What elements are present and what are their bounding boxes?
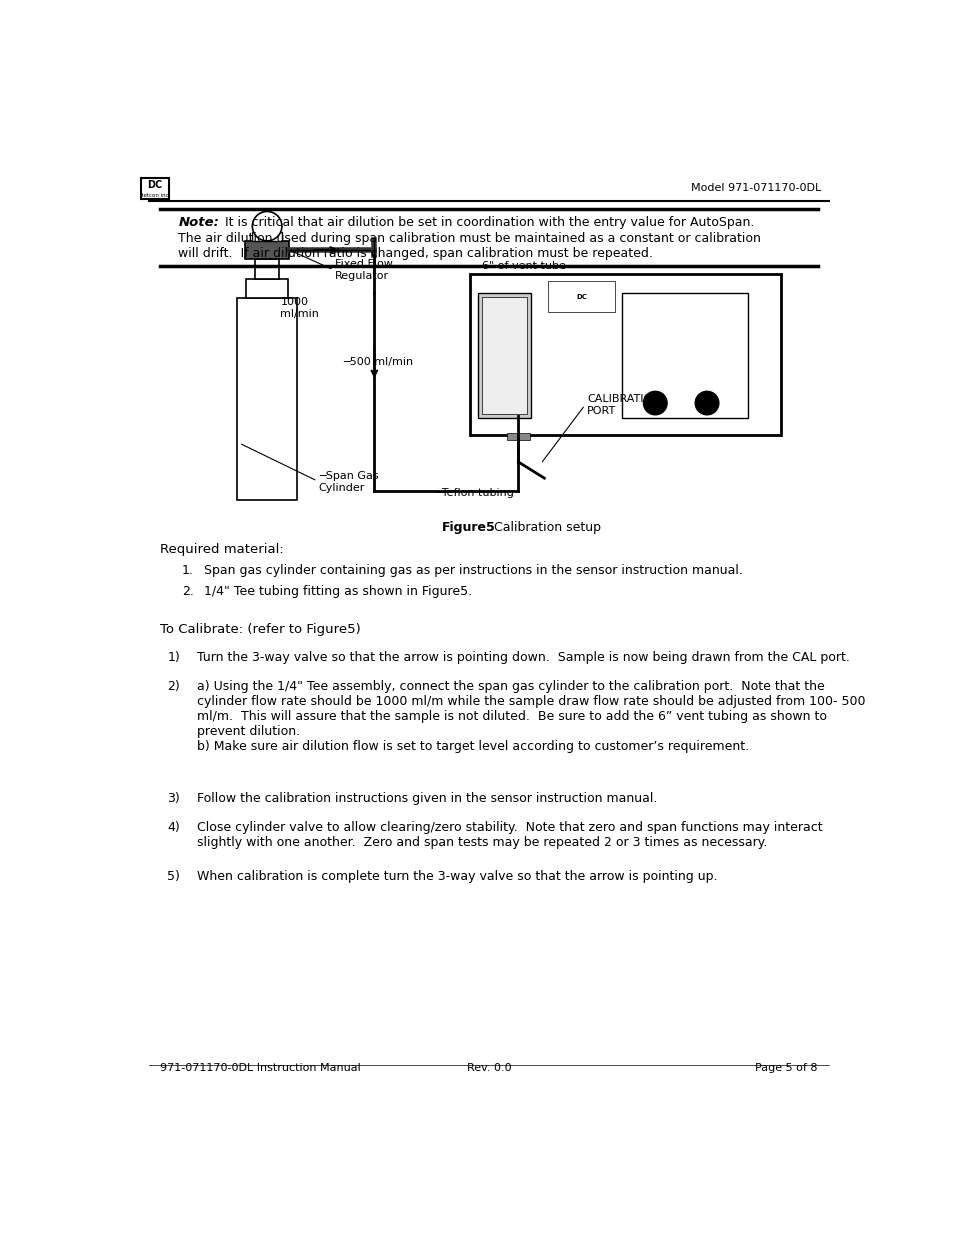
Text: 3): 3) bbox=[167, 792, 180, 805]
Text: 6" of vent tube: 6" of vent tube bbox=[481, 261, 565, 272]
Text: Fixed Flow
Regulator: Fixed Flow Regulator bbox=[335, 259, 393, 280]
Text: detcon inc.: detcon inc. bbox=[139, 193, 170, 199]
Text: a) Using the 1/4" Tee assembly, connect the span gas cylinder to the calibration: a) Using the 1/4" Tee assembly, connect … bbox=[196, 679, 864, 753]
Text: Rev. 0.0: Rev. 0.0 bbox=[466, 1062, 511, 1072]
Text: 4): 4) bbox=[167, 820, 180, 834]
Text: 1/4" Tee tubing fitting as shown in Figure5.: 1/4" Tee tubing fitting as shown in Figu… bbox=[204, 584, 472, 598]
Bar bbox=[547, 282, 614, 311]
Text: 2.: 2. bbox=[182, 584, 193, 598]
Text: ─Teflon tubing: ─Teflon tubing bbox=[435, 488, 514, 499]
Text: Span gas cylinder containing gas as per instructions in the sensor instruction m: Span gas cylinder containing gas as per … bbox=[204, 563, 742, 577]
Bar bbox=[255, 258, 278, 279]
Bar bbox=[481, 296, 527, 415]
Circle shape bbox=[252, 211, 282, 241]
Text: ─Span Gas
Cylinder: ─Span Gas Cylinder bbox=[318, 472, 378, 493]
Text: DC: DC bbox=[147, 180, 162, 190]
Text: 1000
ml/min: 1000 ml/min bbox=[280, 298, 319, 319]
Bar bbox=[140, 178, 169, 199]
Text: Follow the calibration instructions given in the sensor instruction manual.: Follow the calibration instructions give… bbox=[196, 792, 657, 805]
Bar bbox=[236, 299, 297, 500]
Circle shape bbox=[642, 391, 666, 415]
Text: Model 971-071170-0DL: Model 971-071170-0DL bbox=[691, 183, 821, 193]
Text: Note:: Note: bbox=[178, 216, 219, 228]
Bar bbox=[245, 241, 289, 258]
Text: When calibration is complete turn the 3-way valve so that the arrow is pointing : When calibration is complete turn the 3-… bbox=[196, 869, 717, 883]
Text: ─500 ml/min: ─500 ml/min bbox=[343, 357, 413, 367]
Text: DC: DC bbox=[576, 294, 586, 300]
Bar bbox=[470, 274, 781, 436]
Circle shape bbox=[695, 391, 719, 415]
Text: CALIBRATION
PORT: CALIBRATION PORT bbox=[587, 394, 660, 416]
Bar bbox=[477, 293, 531, 419]
Text: 5): 5) bbox=[167, 869, 180, 883]
Text: To Calibrate: (refer to Figure5): To Calibrate: (refer to Figure5) bbox=[160, 622, 360, 636]
Bar bbox=[252, 232, 282, 241]
Text: The air dilution used during span calibration must be maintained as a constant o: The air dilution used during span calibr… bbox=[178, 232, 760, 245]
Text: It is critical that air dilution be set in coordination with the entry value for: It is critical that air dilution be set … bbox=[220, 216, 753, 228]
Text: 2): 2) bbox=[167, 679, 180, 693]
Text: 1): 1) bbox=[167, 651, 180, 664]
Text: Figure5: Figure5 bbox=[442, 521, 496, 534]
Text: will drift.  If air dilution ratio is changed, span calibration must be repeated: will drift. If air dilution ratio is cha… bbox=[178, 247, 653, 261]
Text: 971-071170-0DL Instruction Manual: 971-071170-0DL Instruction Manual bbox=[160, 1062, 360, 1072]
Text: Calibration setup: Calibration setup bbox=[490, 521, 600, 534]
Bar bbox=[621, 293, 747, 419]
Bar bbox=[507, 432, 529, 440]
Text: Required material:: Required material: bbox=[160, 543, 283, 556]
Text: Page 5 of 8: Page 5 of 8 bbox=[755, 1062, 817, 1072]
Text: Close cylinder valve to allow clearing/zero stability.  Note that zero and span : Close cylinder valve to allow clearing/z… bbox=[196, 820, 821, 848]
Text: Turn the 3-way valve so that the arrow is pointing down.  Sample is now being dr: Turn the 3-way valve so that the arrow i… bbox=[196, 651, 849, 664]
Bar bbox=[246, 279, 288, 299]
Text: 1.: 1. bbox=[182, 563, 193, 577]
